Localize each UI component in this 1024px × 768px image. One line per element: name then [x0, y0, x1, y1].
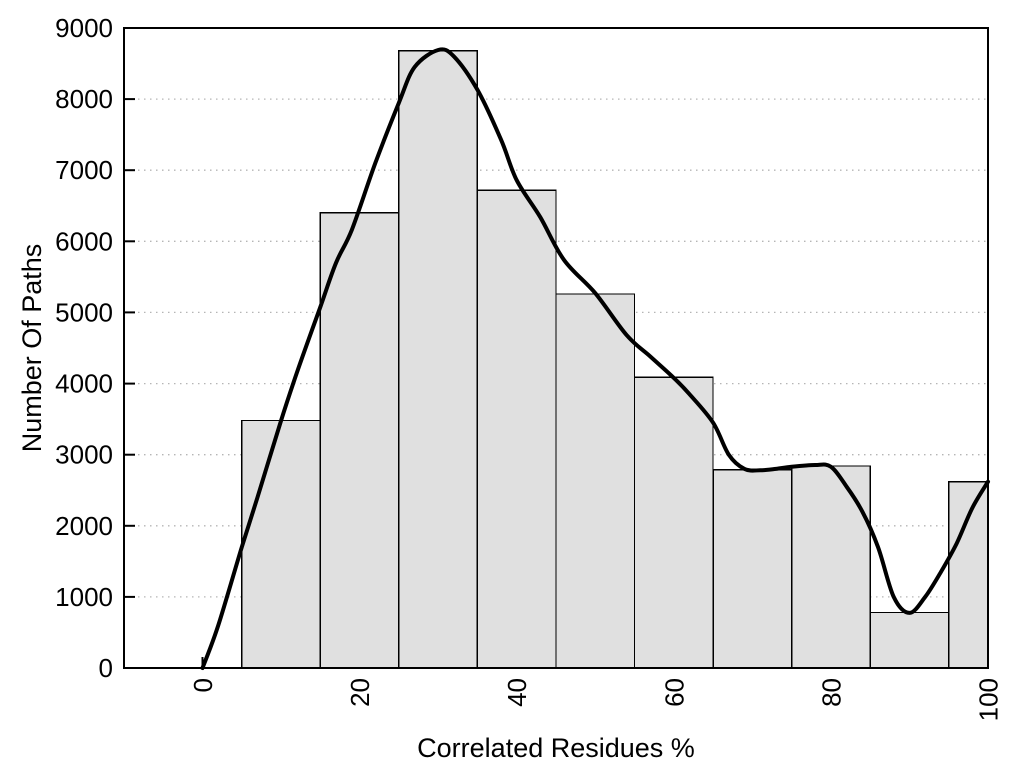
y-tick-label-2000: 2000	[55, 511, 113, 541]
x-tick-label-40: 40	[502, 678, 532, 707]
plot-border	[123, 27, 989, 669]
histogram-bar-65-75	[712, 468, 793, 669]
x-axis-label: Correlated Residues %	[417, 733, 695, 763]
histogram-bar-5-15	[241, 419, 322, 669]
histogram-bar-35-45	[476, 189, 557, 669]
histogram-bar-95-100	[948, 481, 989, 669]
x-tick-label-80: 80	[816, 678, 846, 707]
y-axis-label: Number Of Paths	[17, 244, 47, 453]
y-tick-labels: 0 1000 2000 3000 4000 5000 6000 7000 8000 9000	[55, 13, 113, 683]
histogram-bar-15-25	[319, 212, 400, 669]
y-tick-label-8000: 8000	[55, 84, 113, 114]
histogram-bar-55-65	[633, 376, 714, 669]
x-tick-label-0: 0	[188, 678, 218, 692]
histogram-bar-85-95	[869, 611, 950, 669]
y-tick-label-0: 0	[99, 653, 113, 683]
x-tick-label-60: 60	[659, 678, 689, 707]
x-tick-label-20: 20	[345, 678, 375, 707]
y-tick-label-6000: 6000	[55, 226, 113, 256]
histogram-bars	[241, 50, 989, 669]
y-tick-label-9000: 9000	[55, 13, 113, 43]
y-tick-label-4000: 4000	[55, 369, 113, 399]
x-tick-label-100: 100	[974, 678, 1004, 721]
histogram-bar-45-55	[555, 293, 636, 669]
x-tick-labels: 0 20 40 60 80 100	[188, 678, 1004, 721]
smoothed-curve	[200, 47, 990, 670]
histogram-bar-75-85	[790, 465, 871, 669]
y-tick-label-5000: 5000	[55, 297, 113, 327]
y-tick-label-3000: 3000	[55, 440, 113, 470]
histogram-bar-25-35	[398, 50, 479, 669]
y-tick-label-1000: 1000	[55, 582, 113, 612]
y-tick-label-7000: 7000	[55, 155, 113, 185]
